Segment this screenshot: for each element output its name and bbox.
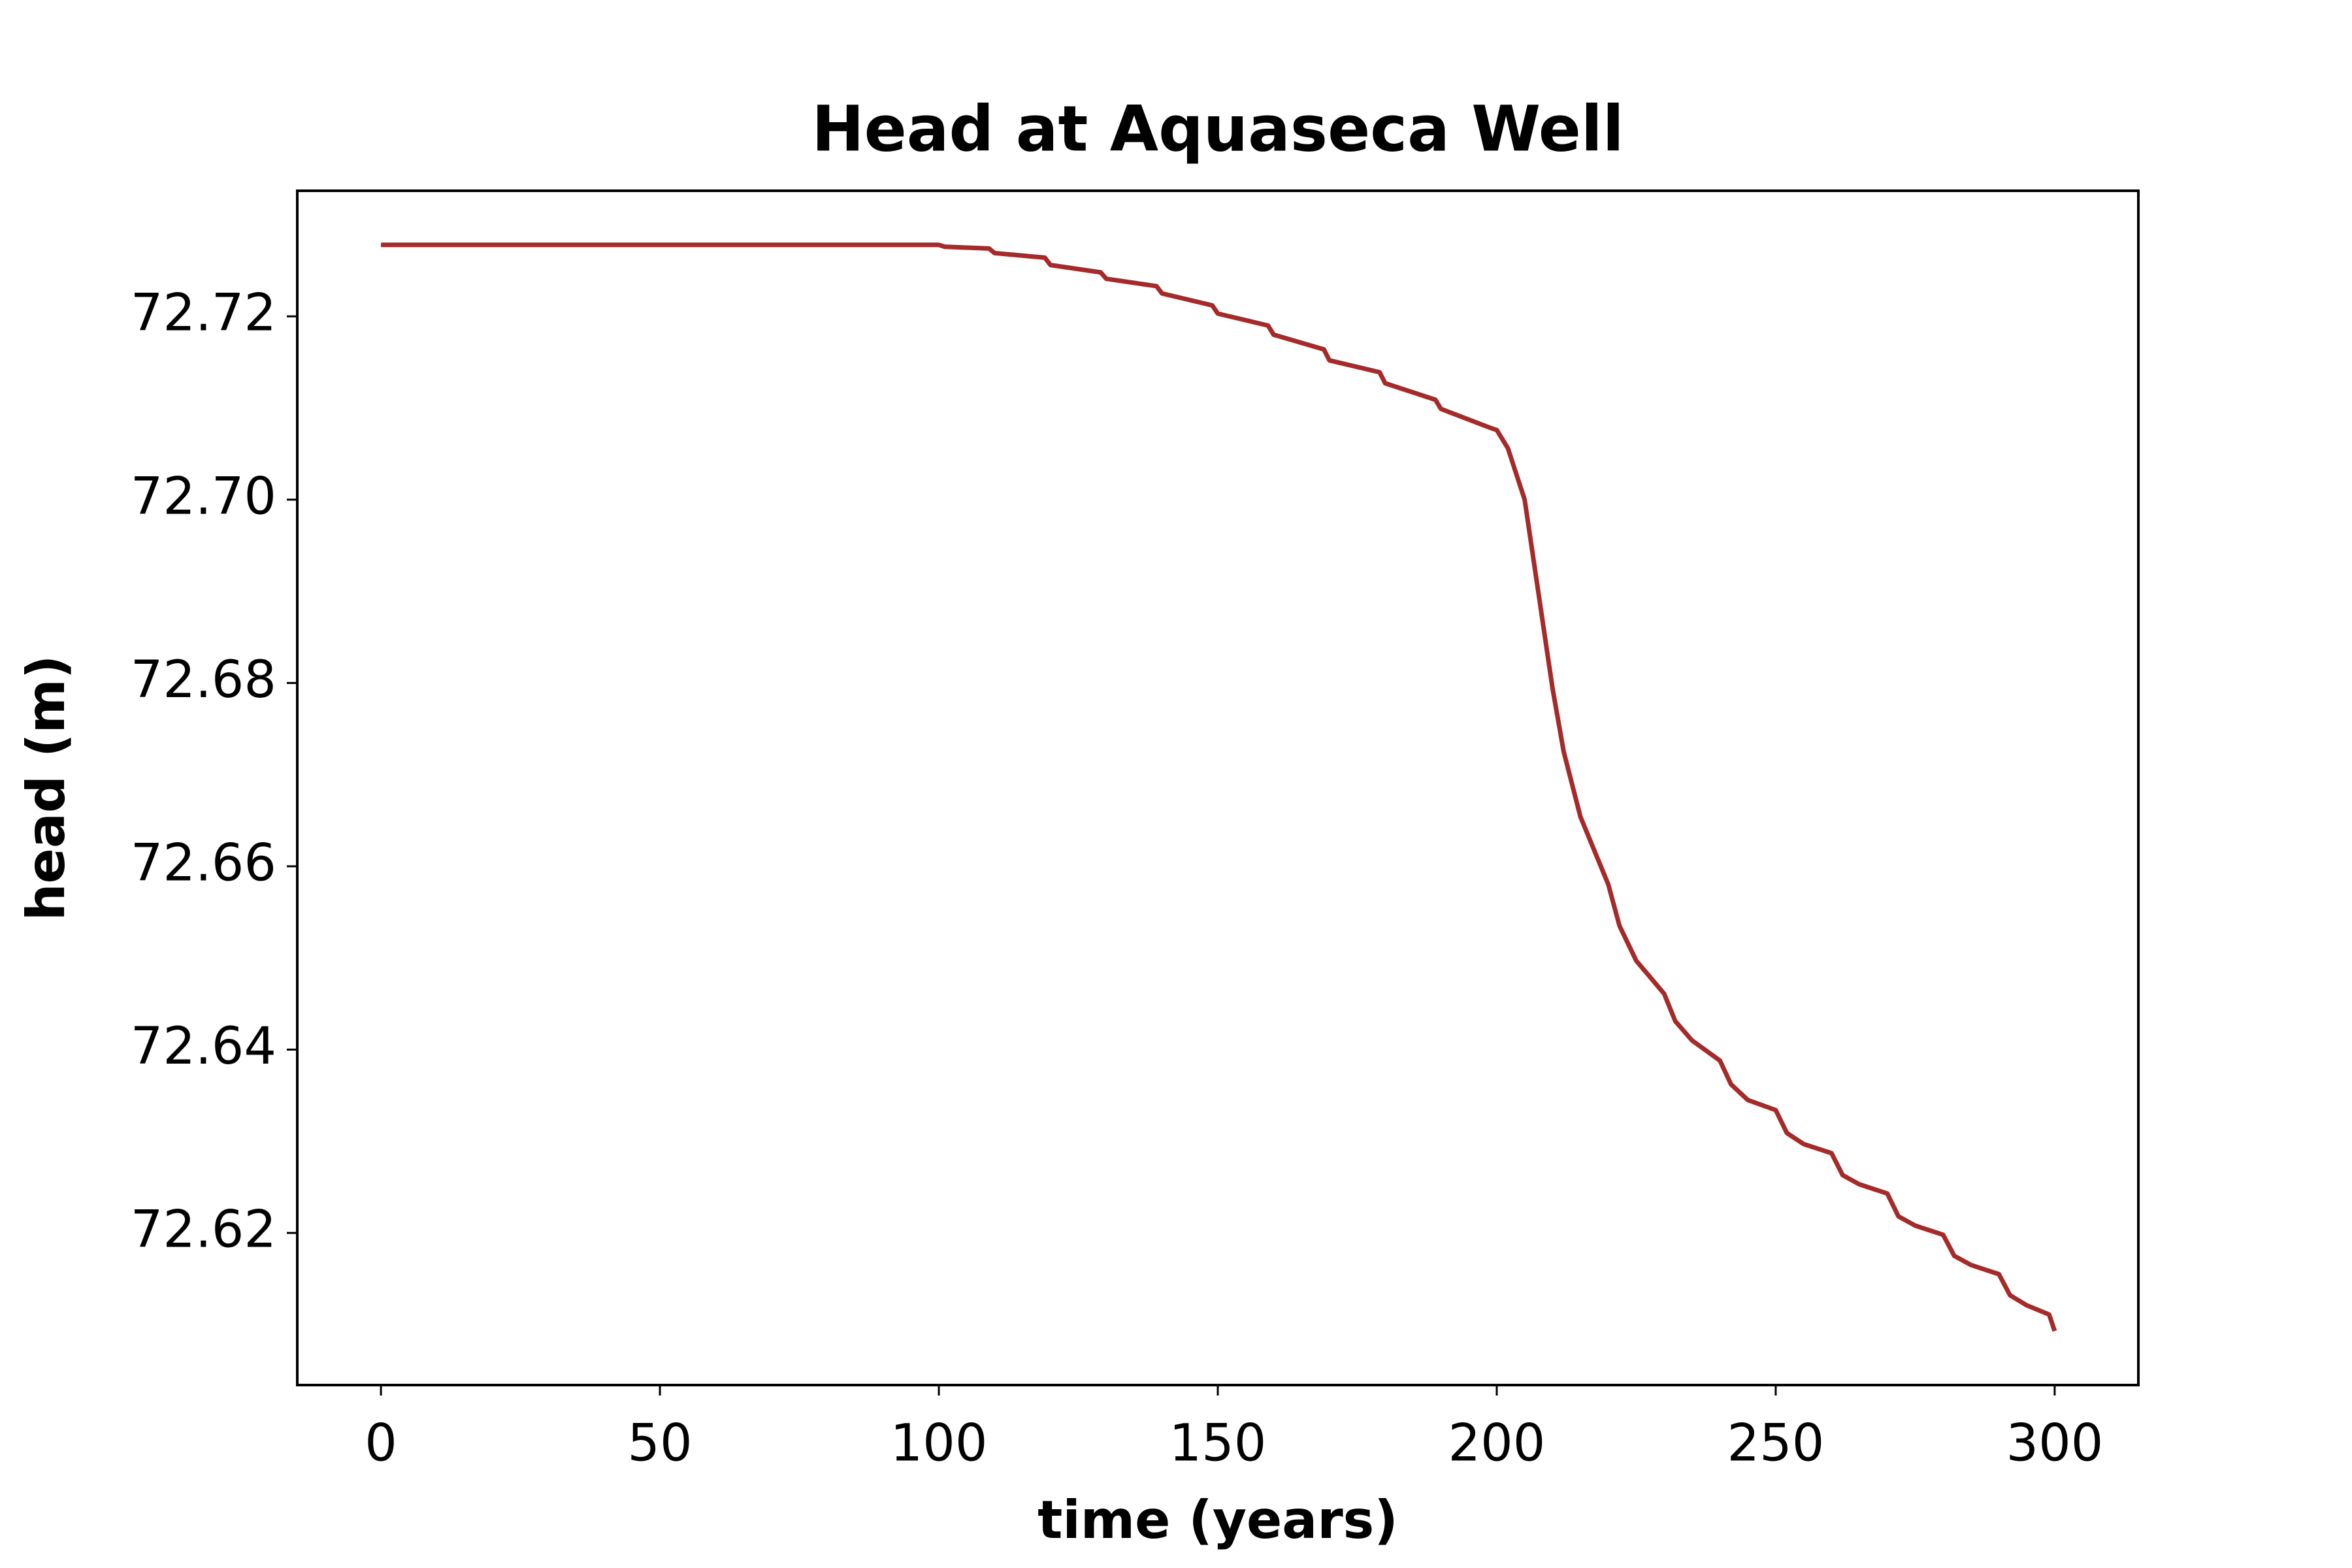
- x-tick-label: 100: [890, 1414, 988, 1473]
- y-tick-label: 72.72: [131, 284, 276, 343]
- x-tick-label: 150: [1169, 1414, 1267, 1473]
- y-tick-label: 72.66: [131, 834, 276, 892]
- x-tick-label: 250: [1727, 1414, 1824, 1473]
- y-axis-label: head (m): [16, 655, 76, 921]
- x-tick-label: 300: [2006, 1414, 2103, 1473]
- y-tick-label: 72.62: [131, 1201, 276, 1260]
- x-tick-label: 200: [1448, 1414, 1546, 1473]
- plot-frame: [296, 189, 2140, 1386]
- y-tick-label: 72.70: [131, 467, 276, 526]
- y-tick-label: 72.68: [131, 651, 276, 710]
- chart-title: Head at Aquaseca Well: [811, 92, 1624, 165]
- x-tick-label: 0: [365, 1414, 397, 1473]
- y-tick-label: 72.64: [131, 1017, 276, 1076]
- x-tick-label: 50: [627, 1414, 692, 1473]
- data-line: [381, 242, 2057, 1332]
- x-axis-label: time (years): [1037, 1490, 1398, 1550]
